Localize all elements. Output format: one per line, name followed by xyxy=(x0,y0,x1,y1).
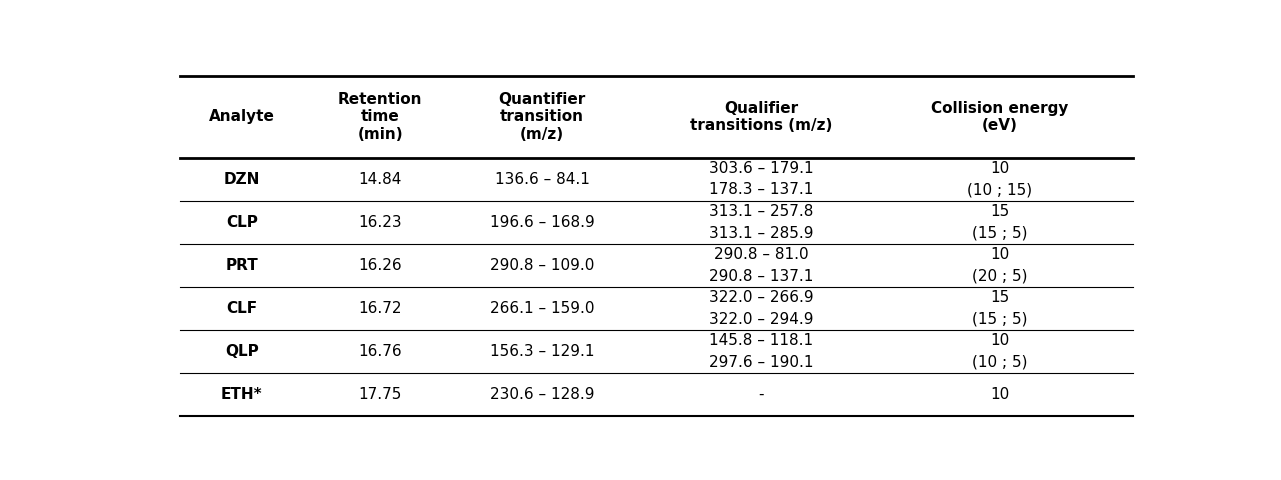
Text: 10: 10 xyxy=(990,333,1009,348)
Text: 10: 10 xyxy=(990,161,1009,176)
Text: 196.6 – 168.9: 196.6 – 168.9 xyxy=(489,215,594,230)
Text: PRT: PRT xyxy=(225,258,259,273)
Text: 290.8 – 109.0: 290.8 – 109.0 xyxy=(489,258,594,273)
Text: 313.1 – 285.9: 313.1 – 285.9 xyxy=(710,226,813,240)
Text: (15 ; 5): (15 ; 5) xyxy=(972,312,1027,327)
Text: (15 ; 5): (15 ; 5) xyxy=(972,226,1027,240)
Text: Analyte: Analyte xyxy=(209,109,275,124)
Text: Quantifier
transition
(m/z): Quantifier transition (m/z) xyxy=(498,92,585,142)
Text: CLP: CLP xyxy=(225,215,257,230)
Text: 17.75: 17.75 xyxy=(359,387,402,402)
Text: ETH*: ETH* xyxy=(222,387,263,402)
Text: 145.8 – 118.1: 145.8 – 118.1 xyxy=(710,333,813,348)
Text: 16.76: 16.76 xyxy=(359,344,402,359)
Text: 15: 15 xyxy=(990,204,1009,219)
Text: -: - xyxy=(758,387,763,402)
Text: 14.84: 14.84 xyxy=(359,172,402,187)
Text: Retention
time
(min): Retention time (min) xyxy=(338,92,423,142)
Text: 266.1 – 159.0: 266.1 – 159.0 xyxy=(489,301,594,316)
Text: 297.6 – 190.1: 297.6 – 190.1 xyxy=(710,355,813,370)
Text: 16.26: 16.26 xyxy=(359,258,402,273)
Text: 156.3 – 129.1: 156.3 – 129.1 xyxy=(489,344,594,359)
Text: 230.6 – 128.9: 230.6 – 128.9 xyxy=(489,387,594,402)
Text: CLF: CLF xyxy=(227,301,257,316)
Text: 290.8 – 137.1: 290.8 – 137.1 xyxy=(710,269,813,284)
Text: 322.0 – 294.9: 322.0 – 294.9 xyxy=(710,312,813,327)
Text: Qualifier
transitions (m/z): Qualifier transitions (m/z) xyxy=(690,101,833,133)
Text: 178.3 – 137.1: 178.3 – 137.1 xyxy=(710,182,813,197)
Text: 136.6 – 84.1: 136.6 – 84.1 xyxy=(494,172,589,187)
Text: 322.0 – 266.9: 322.0 – 266.9 xyxy=(710,290,813,305)
Text: 15: 15 xyxy=(990,290,1009,305)
Text: Collision energy
(eV): Collision energy (eV) xyxy=(931,101,1068,133)
Text: 290.8 – 81.0: 290.8 – 81.0 xyxy=(714,247,808,262)
Text: 303.6 – 179.1: 303.6 – 179.1 xyxy=(710,161,813,176)
Text: 10: 10 xyxy=(990,247,1009,262)
Text: 16.23: 16.23 xyxy=(359,215,402,230)
Text: QLP: QLP xyxy=(225,344,259,359)
Text: (20 ; 5): (20 ; 5) xyxy=(972,269,1027,284)
Text: DZN: DZN xyxy=(224,172,260,187)
Text: 313.1 – 257.8: 313.1 – 257.8 xyxy=(710,204,813,219)
Text: 16.72: 16.72 xyxy=(359,301,402,316)
Text: 10: 10 xyxy=(990,387,1009,402)
Text: (10 ; 5): (10 ; 5) xyxy=(972,355,1027,370)
Text: (10 ; 15): (10 ; 15) xyxy=(967,182,1032,197)
